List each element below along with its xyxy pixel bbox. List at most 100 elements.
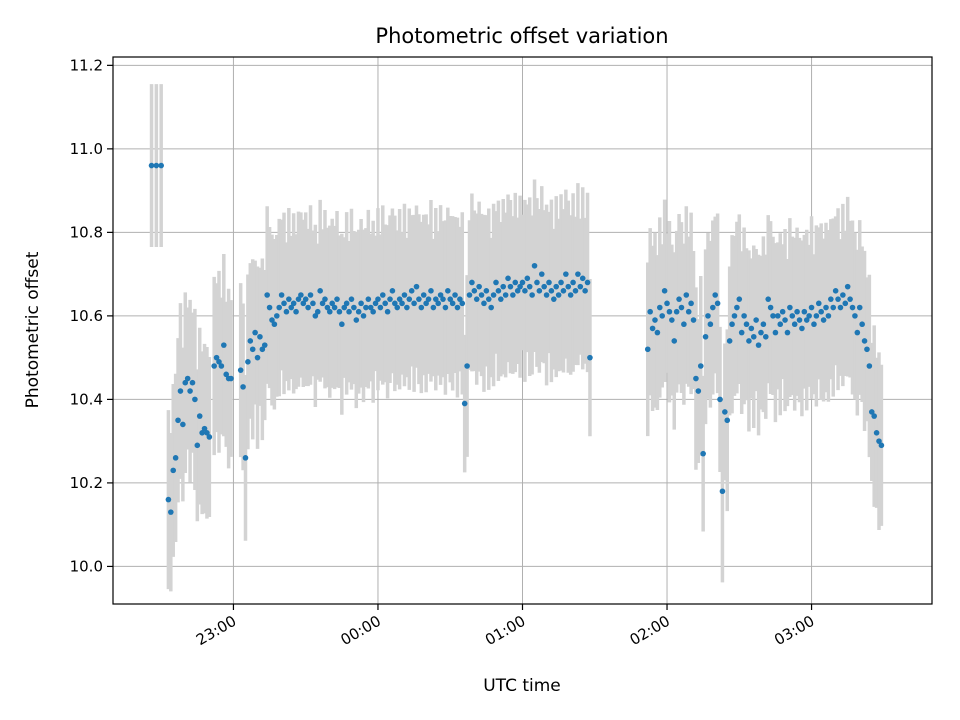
data-point (353, 317, 360, 323)
data-point (524, 275, 531, 282)
data-point (801, 308, 808, 315)
data-point (379, 292, 386, 298)
data-point (808, 304, 815, 311)
data-point (423, 300, 429, 307)
data-point (666, 308, 673, 315)
data-point (339, 321, 345, 328)
data-point (765, 296, 771, 302)
data-point (871, 413, 877, 419)
data-point (659, 313, 666, 319)
data-point (758, 329, 764, 336)
data-point (228, 375, 234, 382)
data-point (346, 308, 352, 315)
data-point (351, 304, 357, 311)
data-point (365, 296, 372, 302)
data-point (522, 288, 528, 294)
data-point (237, 367, 244, 373)
data-point (868, 409, 875, 415)
data-point (847, 296, 853, 302)
data-point (849, 304, 856, 311)
data-point (654, 329, 661, 336)
y-tick-label: 10.2 (70, 474, 103, 492)
data-point (878, 442, 885, 449)
data-point (247, 338, 254, 344)
data-point (336, 308, 343, 315)
data-point (712, 292, 719, 298)
data-point (334, 296, 340, 302)
data-point (538, 271, 545, 277)
data-point (358, 300, 364, 307)
data-point (584, 279, 591, 286)
data-point (377, 304, 384, 311)
data-point (551, 296, 557, 302)
data-point (876, 438, 882, 444)
data-point (473, 296, 480, 302)
data-point (572, 288, 579, 294)
data-point (182, 379, 189, 386)
data-point (782, 317, 788, 323)
data-point (748, 325, 755, 332)
data-point (452, 292, 458, 298)
data-point (445, 288, 451, 294)
data-point (305, 304, 311, 311)
data-point (447, 296, 454, 302)
data-point (432, 296, 439, 302)
data-point (796, 317, 803, 323)
data-point (587, 354, 593, 361)
data-point (789, 313, 796, 319)
data-point (685, 308, 692, 315)
data-point (719, 488, 726, 495)
data-point (555, 292, 562, 298)
data-point (257, 333, 263, 340)
data-point (753, 317, 759, 323)
data-point (192, 396, 198, 403)
data-point (567, 292, 574, 298)
data-point (254, 354, 261, 361)
data-point (266, 304, 273, 311)
data-point (295, 296, 302, 302)
data-point (873, 430, 880, 436)
data-point (825, 313, 832, 319)
data-point (498, 296, 504, 302)
data-point (211, 363, 217, 369)
data-point (644, 346, 651, 353)
data-point (714, 300, 721, 307)
data-point (363, 304, 369, 311)
data-point (678, 304, 685, 311)
data-point (529, 292, 535, 298)
data-point (177, 388, 184, 394)
data-point (676, 296, 682, 302)
data-point (649, 325, 656, 332)
data-point (375, 296, 381, 302)
data-point (724, 417, 731, 424)
data-point (534, 279, 540, 286)
data-point (526, 283, 533, 290)
data-point (175, 417, 181, 424)
data-point (168, 509, 174, 515)
data-point (560, 288, 567, 294)
data-point (543, 292, 550, 298)
data-point (784, 329, 791, 336)
data-point (425, 296, 432, 302)
data-point (767, 304, 774, 311)
data-point (264, 292, 270, 298)
data-point (172, 455, 179, 461)
data-point (738, 329, 745, 336)
data-point (196, 413, 203, 419)
data-point (435, 300, 441, 307)
data-point (743, 321, 750, 328)
data-point (317, 288, 323, 294)
data-point (695, 388, 702, 394)
data-point (859, 321, 865, 328)
data-point (370, 308, 376, 315)
data-point (194, 442, 201, 449)
data-point (828, 296, 834, 302)
data-point (416, 296, 422, 302)
data-point (290, 300, 297, 307)
data-point (213, 354, 220, 361)
data-point (799, 325, 805, 332)
data-point (442, 304, 449, 311)
data-point (495, 288, 502, 294)
y-tick-label: 10.8 (70, 223, 103, 241)
data-point (283, 308, 290, 315)
